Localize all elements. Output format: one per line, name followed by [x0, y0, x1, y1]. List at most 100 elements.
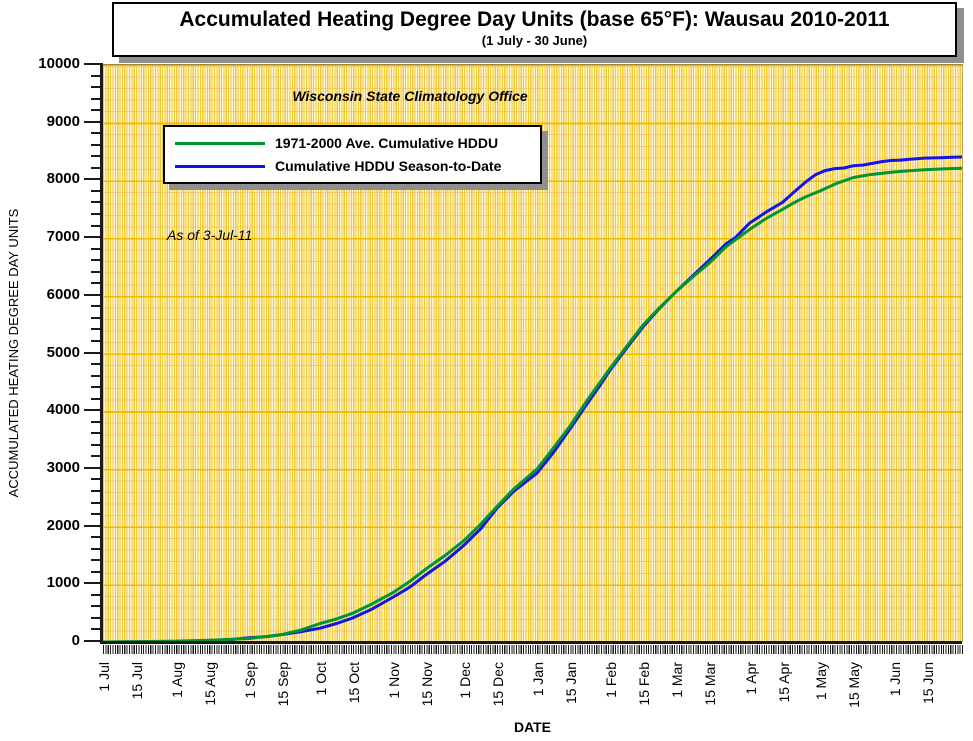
y-minor-tick — [91, 97, 101, 100]
y-tick-label: 9000 — [46, 112, 80, 130]
x-tick-label: 1 May — [813, 662, 830, 701]
y-tick-label: 0 — [71, 632, 80, 649]
y-minor-tick — [91, 166, 101, 169]
x-tick-label: 15 Feb — [636, 662, 653, 706]
y-minor-tick — [91, 74, 101, 77]
legend-row-season: Cumulative HDDU Season-to-Date — [175, 158, 540, 174]
y-tick-label: 5000 — [46, 343, 80, 361]
x-tick-label: 1 Jan — [530, 662, 547, 697]
y-minor-tick — [91, 501, 101, 504]
y-major-tick — [84, 640, 101, 642]
x-tick-label: 15 Jan — [563, 662, 580, 705]
x-tick-label: 1 Oct — [313, 662, 330, 696]
y-minor-tick — [91, 616, 101, 619]
y-minor-tick — [91, 339, 101, 342]
y-minor-tick — [91, 328, 101, 331]
y-minor-tick — [91, 86, 101, 89]
x-tick-label: 15 Dec — [490, 662, 507, 707]
y-minor-tick — [91, 374, 101, 377]
y-tick-label: 7000 — [46, 228, 80, 246]
y-minor-tick — [91, 559, 101, 562]
y-minor-tick — [91, 547, 101, 550]
y-major-tick — [84, 351, 101, 354]
y-major-tick — [84, 178, 101, 181]
x-axis-title: DATE — [513, 719, 552, 735]
y-minor-tick — [91, 109, 101, 112]
y-major-tick — [84, 120, 101, 123]
y-major-tick — [84, 582, 101, 585]
y-major-tick — [84, 466, 101, 469]
chart-title: Accumulated Heating Degree Day Units (ba… — [179, 8, 890, 31]
chart-subtitle: (1 July - 30 June) — [481, 33, 588, 48]
x-tick-label: 15 Jul — [129, 662, 146, 700]
y-minor-tick — [91, 513, 101, 516]
x-tick-label: 15 May — [846, 662, 863, 708]
x-tick-label: 15 Sep — [275, 662, 292, 707]
y-axis-line — [100, 63, 103, 644]
x-tick-label: 1 Nov — [386, 662, 403, 699]
y-minor-tick — [91, 132, 101, 135]
x-tick-label: 15 Apr — [775, 662, 792, 703]
y-minor-tick — [91, 270, 101, 273]
y-major-tick — [84, 409, 101, 412]
as-of-annotation: As of 3-Jul-11 — [167, 227, 253, 243]
legend-box: 1971-2000 Ave. Cumulative HDDU Cumulativ… — [163, 125, 542, 184]
data-curves — [103, 155, 962, 642]
y-minor-tick — [91, 605, 101, 608]
y-minor-tick — [91, 386, 101, 389]
y-minor-tick — [91, 420, 101, 423]
x-tick-label: 1 Dec — [457, 662, 474, 699]
x-tick-label: 1 Jul — [96, 662, 112, 692]
y-minor-tick — [91, 155, 101, 158]
y-minor-tick — [91, 201, 101, 204]
x-tick-label: 1 Jun — [886, 662, 903, 697]
y-minor-tick — [91, 363, 101, 366]
y-tick-label: 1000 — [46, 574, 80, 592]
x-tick-label: 15 Aug — [202, 662, 219, 706]
y-minor-tick — [91, 213, 101, 216]
y-minor-tick — [91, 570, 101, 573]
x-tick-label: 1 Feb — [603, 662, 620, 698]
series-line-0 — [103, 166, 962, 642]
legend-label-season: Cumulative HDDU Season-to-Date — [275, 158, 502, 174]
y-minor-tick — [91, 628, 101, 631]
watermark-text: Wisconsin State Climatology Office — [292, 88, 528, 104]
x-tick-label: 15 Jun — [919, 662, 936, 705]
x-tick-label: 15 Mar — [702, 662, 719, 706]
y-major-tick — [84, 236, 101, 239]
y-minor-tick — [91, 455, 101, 458]
y-minor-tick — [91, 259, 101, 262]
y-axis-title: ACCUMULATED HEATING DEGREE DAY UNITS — [6, 208, 21, 498]
y-minor-tick — [91, 593, 101, 596]
x-tick-label: 1 Apr — [742, 662, 759, 695]
y-minor-tick — [91, 189, 101, 192]
y-minor-tick — [91, 443, 101, 446]
legend-swatch-season-line — [175, 164, 265, 168]
y-tick-label: 3000 — [46, 458, 80, 476]
y-minor-tick — [91, 478, 101, 481]
y-tick-label: 6000 — [46, 285, 80, 303]
y-tick-label: 4000 — [46, 401, 80, 419]
legend-label-average: 1971-2000 Ave. Cumulative HDDU — [275, 135, 499, 151]
y-minor-tick — [91, 305, 101, 308]
x-tick-label: 15 Oct — [346, 662, 363, 704]
y-minor-tick — [91, 432, 101, 435]
y-tick-label: 10000 — [38, 55, 80, 72]
x-tick-label: 1 Aug — [169, 662, 186, 698]
x-axis-line — [100, 641, 962, 644]
y-tick-label: 2000 — [46, 516, 80, 534]
y-minor-tick — [91, 536, 101, 539]
y-minor-tick — [91, 143, 101, 146]
y-minor-tick — [91, 247, 101, 250]
x-tick-label: 15 Nov — [419, 662, 436, 707]
x-axis-daily-ticks — [103, 645, 963, 654]
x-tick-label: 1 Mar — [669, 662, 686, 698]
y-minor-tick — [91, 316, 101, 319]
y-major-tick — [84, 524, 101, 527]
x-tick-label: 1 Sep — [242, 662, 259, 699]
y-minor-tick — [91, 489, 101, 492]
y-minor-tick — [91, 397, 101, 400]
chart-title-box: Accumulated Heating Degree Day Units (ba… — [112, 2, 957, 57]
legend-row-average: 1971-2000 Ave. Cumulative HDDU — [175, 135, 540, 151]
